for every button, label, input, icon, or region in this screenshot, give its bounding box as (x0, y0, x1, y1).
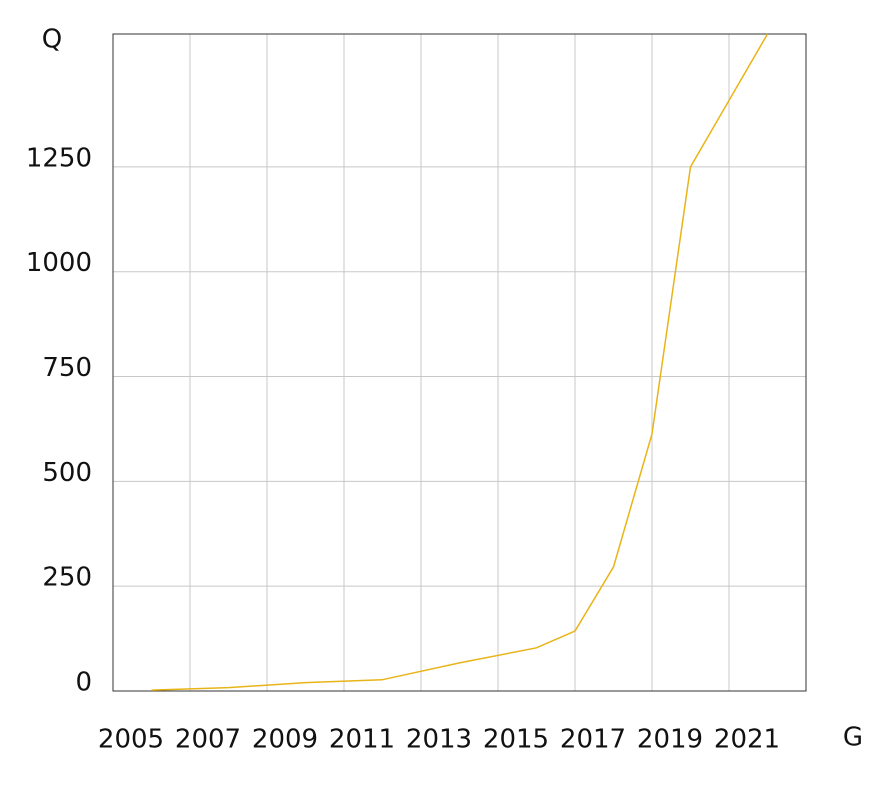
y-tick-label: 250 (42, 563, 92, 593)
x-tick-label: 2007 (175, 725, 241, 755)
x-tick-label: 2011 (329, 725, 395, 755)
y-tick-label: 1000 (26, 248, 92, 278)
x-axis-label: G (843, 723, 863, 753)
x-tick-label: 2013 (406, 725, 472, 755)
y-tick-label: 1250 (26, 143, 92, 173)
data-line (151, 33, 769, 691)
x-tick-label: 2021 (714, 725, 780, 755)
x-tick-label: 2015 (483, 725, 549, 755)
y-tick-label: 750 (42, 353, 92, 383)
x-tick-label: 2005 (98, 725, 164, 755)
y-axis-label: Q (42, 25, 62, 55)
x-tick-label: 2019 (637, 725, 703, 755)
x-tick-label: 2009 (252, 725, 318, 755)
plot-frame (112, 33, 807, 692)
x-tick-label: 2017 (560, 725, 626, 755)
y-tick-label: 500 (42, 458, 92, 488)
y-tick-label: 0 (75, 668, 92, 698)
